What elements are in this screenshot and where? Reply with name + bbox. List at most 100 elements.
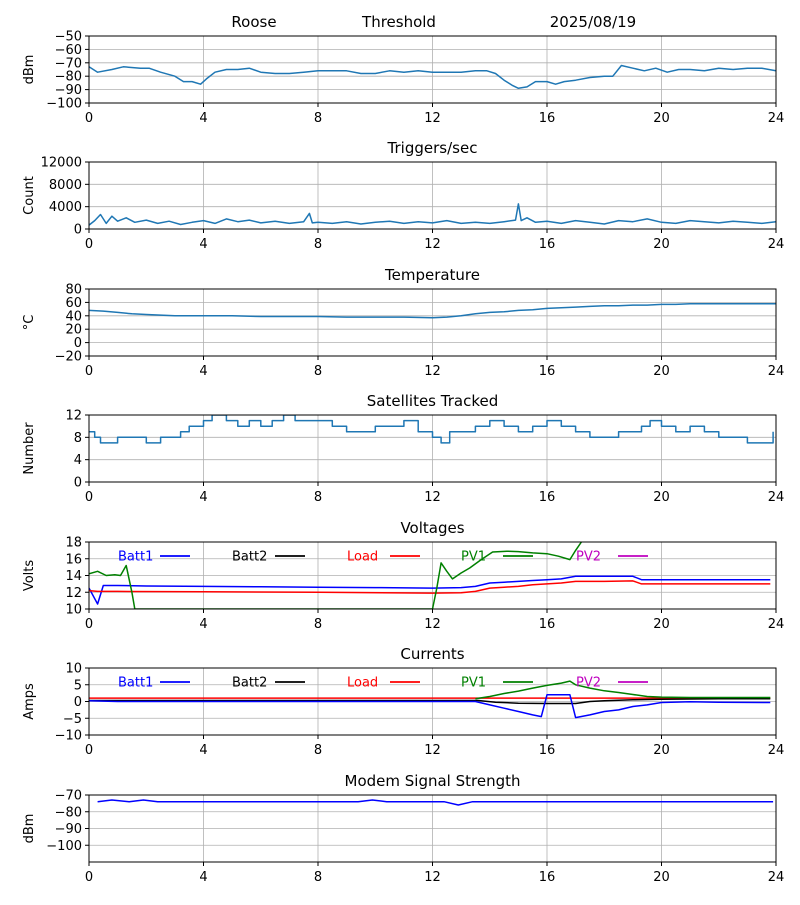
x-tick-label: 8: [314, 617, 322, 632]
x-tick-label: 16: [539, 111, 556, 126]
y-tick-label: 5: [74, 678, 82, 693]
legend-label-pv2: PV2: [576, 676, 601, 691]
y-tick-label: 0: [74, 695, 82, 710]
x-tick-label: 4: [199, 617, 207, 632]
header-type: Threshold: [361, 13, 436, 31]
x-tick-label: 16: [539, 617, 556, 632]
x-tick-label: 24: [768, 237, 785, 252]
x-tick-label: 8: [314, 490, 322, 505]
legend-label-batt1: Batt1: [118, 676, 153, 691]
x-tick-label: 20: [653, 743, 670, 758]
x-tick-label: 20: [653, 237, 670, 252]
x-tick-label: 16: [539, 237, 556, 252]
y-tick-label: 14: [65, 569, 82, 584]
series-line-threshold: [89, 64, 776, 90]
header-date: 2025/08/19: [550, 13, 636, 31]
series-line-temperature: [89, 302, 776, 319]
y-tick-label: −100: [46, 839, 82, 854]
y-axis-label: °C: [22, 315, 37, 331]
x-tick-label: 16: [539, 743, 556, 758]
x-tick-label: 20: [653, 490, 670, 505]
y-tick-label: −80: [55, 805, 82, 820]
y-tick-label: 0: [74, 476, 82, 491]
y-tick-label: 10: [65, 662, 82, 677]
x-tick-label: 24: [768, 743, 785, 758]
x-tick-label: 4: [199, 111, 207, 126]
legend-label-load: Load: [347, 550, 378, 565]
x-tick-label: 24: [768, 870, 785, 885]
x-tick-label: 12: [424, 870, 441, 885]
legend-label-batt2: Batt2: [232, 550, 267, 565]
series-line-load: [89, 580, 771, 594]
x-tick-label: 20: [653, 870, 670, 885]
series-line-pv1: [475, 680, 771, 700]
x-tick-label: 20: [653, 364, 670, 379]
header-site: Roose: [231, 13, 276, 31]
x-tick-label: 0: [85, 743, 93, 758]
series-line-batt2: [89, 698, 771, 705]
y-tick-label: 40: [65, 309, 82, 324]
legend-label-pv2: PV2: [576, 550, 601, 565]
x-tick-label: 8: [314, 237, 322, 252]
panel-title: Triggers/sec: [387, 139, 478, 157]
x-tick-label: 4: [199, 364, 207, 379]
y-tick-label: −70: [55, 56, 82, 71]
legend-label-batt2: Batt2: [232, 676, 267, 691]
y-axis-label: Volts: [22, 560, 37, 592]
y-tick-label: 18: [65, 536, 82, 551]
y-tick-label: −5: [63, 712, 82, 727]
legend-label-batt1: Batt1: [118, 550, 153, 565]
x-tick-label: 24: [768, 111, 785, 126]
y-tick-label: −70: [55, 789, 82, 804]
x-tick-label: 8: [314, 743, 322, 758]
x-tick-label: 4: [199, 743, 207, 758]
x-tick-label: 24: [768, 617, 785, 632]
series-line-modem: [97, 799, 774, 806]
legend-label-load: Load: [347, 676, 378, 691]
x-tick-label: 0: [85, 870, 93, 885]
x-tick-label: 8: [314, 870, 322, 885]
x-tick-label: 12: [424, 617, 441, 632]
x-tick-label: 12: [424, 237, 441, 252]
y-tick-label: 4000: [49, 200, 82, 215]
y-axis-label: dBm: [22, 814, 37, 844]
y-tick-label: −60: [55, 43, 82, 58]
series-line-satellites: [89, 415, 774, 444]
series-line-triggers: [89, 203, 776, 226]
y-tick-label: 20: [65, 323, 82, 338]
y-tick-label: 0: [74, 336, 82, 351]
y-tick-label: −90: [55, 83, 82, 98]
legend-label-pv1: PV1: [461, 550, 486, 565]
series-line-batt1: [89, 694, 771, 719]
x-tick-label: 24: [768, 490, 785, 505]
y-tick-label: 60: [65, 296, 82, 311]
y-tick-label: 16: [65, 552, 82, 567]
y-tick-label: 4: [74, 453, 82, 468]
x-tick-label: 12: [424, 111, 441, 126]
panel-satellites: 0 4 8 12 16 20 24 0 4 8 12 Satellites Tracked Number: [22, 392, 784, 505]
x-tick-label: 16: [539, 364, 556, 379]
x-tick-label: 16: [539, 490, 556, 505]
series-line-batt1: [89, 575, 771, 605]
y-axis-label: Number: [22, 422, 37, 475]
panel-title: Temperature: [384, 266, 480, 284]
panel-triggers: 0 4 8 12 16 20 24 0 4000 8000 12000 Triggers/sec Cou…: [22, 139, 784, 252]
y-tick-label: 12: [65, 586, 82, 601]
y-tick-label: 80: [65, 283, 82, 298]
panel-title: Voltages: [400, 519, 464, 537]
x-tick-label: 0: [85, 490, 93, 505]
y-tick-label: 10: [65, 603, 82, 618]
y-tick-label: −80: [55, 70, 82, 85]
x-tick-label: 4: [199, 490, 207, 505]
panel-title: Modem Signal Strength: [345, 772, 521, 790]
x-tick-label: 8: [314, 364, 322, 379]
y-tick-label: 8: [74, 431, 82, 446]
y-axis-label: Count: [22, 176, 37, 215]
x-tick-label: 20: [653, 111, 670, 126]
panel-currents: 0 4 8 12 16 20 24 −10 −5 0 510 Currents Amps Batt1 Bat…: [22, 645, 784, 758]
y-tick-label: −20: [55, 350, 82, 365]
